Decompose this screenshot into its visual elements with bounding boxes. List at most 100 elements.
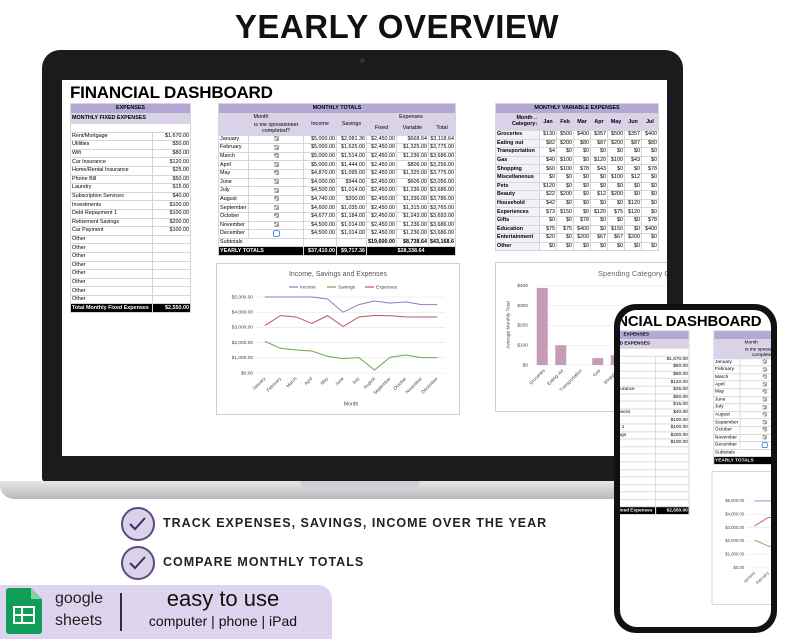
- y-tick-label: $3,000.00: [232, 325, 254, 331]
- line-chart: Income, Savings and Expenses Income Saving…: [232, 271, 445, 407]
- table-row: Retirement Savings$200.00: [620, 431, 690, 440]
- expense-name: Laundry: [620, 400, 657, 410]
- table-row: Rent/Mortgage$1,670.00: [620, 355, 690, 364]
- page-title: YEARLY OVERVIEW: [234, 8, 560, 45]
- tagline: easy to use: [166, 586, 280, 611]
- expense-name: Other: [620, 453, 657, 463]
- amount: $0: [556, 241, 574, 252]
- table-row: MONTHLY TOTALS: [713, 330, 771, 340]
- monthly-totals-table: MONTHLY TOTALSMonthIncomeSavingsExpenses…: [713, 330, 771, 465]
- table-row: Eating out $82 $200 $80 $87 $200 $87 $80: [495, 138, 660, 149]
- x-tick-label: Eating out: [546, 368, 565, 387]
- checkbox-cell: [248, 177, 304, 188]
- amount: $12: [624, 172, 642, 183]
- expense-amount: [655, 453, 690, 463]
- table-row: Subscription Services$40.00: [620, 408, 690, 417]
- amount: $400: [640, 130, 660, 140]
- expense-amount: $80.00: [655, 370, 690, 379]
- expense-name: Utilities: [620, 362, 657, 372]
- amount: $22: [539, 190, 557, 200]
- table-row: Experiences $73 $150 $0 $120 $75 $120 $0: [495, 207, 660, 217]
- amount: $1,243.00: [396, 211, 429, 222]
- table-row: Is the spreadsheet completed?FixedVariab…: [713, 346, 771, 359]
- expense-amount: [152, 234, 191, 245]
- amount: $0: [573, 198, 591, 209]
- table-row: Shopping $60 $100 $78 $43 $0 $0 $78: [495, 164, 660, 174]
- amount: $0: [640, 241, 660, 252]
- table-row: February$5,000.00$1,625.00$2,450.00$1,32…: [713, 365, 771, 375]
- amount: $200.00: [336, 194, 367, 205]
- month-name: January: [218, 134, 249, 145]
- y-tick-label: $3,000.00: [725, 525, 744, 530]
- expense-amount: $15.00: [152, 183, 191, 193]
- yearly-row: YEARLY TOTALS$37,410.00$9,717.36$28,338.…: [713, 456, 771, 465]
- table-row: Wifi$80.00: [620, 370, 690, 379]
- table-row: June$4,000.00$944.00$2,450.00$606.00$3,0…: [713, 395, 771, 405]
- amount: $4,000.00: [303, 177, 337, 188]
- amount: $3,686.00: [428, 229, 456, 239]
- category-name: Miscellaneous: [495, 172, 540, 183]
- amount: $0: [640, 198, 660, 209]
- checkbox: [762, 419, 767, 425]
- amount: $0: [590, 215, 608, 226]
- amount: $1,625.00: [336, 143, 367, 153]
- y-tick-label: $0.00: [241, 370, 253, 376]
- month-name: August: [713, 410, 741, 420]
- expense-amount: [152, 260, 191, 271]
- table-row: Other: [620, 491, 690, 500]
- category-name: Beauty: [495, 190, 540, 200]
- checkbox: [273, 170, 279, 176]
- amount: $0: [556, 198, 574, 209]
- y-tick-label: $300: [517, 303, 528, 309]
- amount: $0: [556, 215, 574, 226]
- check-icon: [121, 507, 155, 541]
- expense-name: Debt Repayment 1: [620, 423, 657, 432]
- table-row: March $5,000.00$1,514.00$2,450.00$1,236.0…: [218, 151, 456, 162]
- table-row: December$4,500.00$1,014.00$2,450.00$1,23…: [713, 441, 771, 450]
- expense-name: Utilities: [70, 140, 153, 150]
- amount: $43: [624, 155, 642, 166]
- amount: $1,325.00: [396, 168, 429, 179]
- column-header: Savings: [336, 113, 367, 136]
- expense-name: Rent/Mortgage: [620, 355, 657, 364]
- total-row: Total Monthly Fixed Expenses$2,550.00: [70, 303, 191, 314]
- checkbox-cell: [248, 211, 304, 222]
- amount: $5,000.00: [303, 151, 337, 162]
- amount: $60: [539, 164, 557, 174]
- checkbox: [762, 427, 767, 432]
- amount: $0: [640, 207, 660, 217]
- month-name: November: [713, 433, 741, 443]
- amount: $1,236.00: [396, 151, 429, 162]
- amount: $2,450.00: [366, 220, 397, 231]
- amount: $4,677.00: [303, 211, 337, 222]
- table-subheader: MONTHLY FIXED EXPENSES: [620, 339, 690, 349]
- table-row: Other: [620, 476, 690, 485]
- expense-name: Other: [70, 269, 153, 279]
- month-name: January: [713, 358, 741, 367]
- table-row: MONTHLY VARIABLE EXPENSES: [494, 103, 660, 114]
- expense-name: Other: [620, 446, 657, 455]
- amount: $0: [624, 241, 642, 252]
- expense-name: Other: [620, 461, 657, 470]
- expense-amount: [152, 269, 191, 279]
- month-header: Feb: [556, 113, 574, 131]
- month-name: July: [218, 186, 249, 196]
- category-name: Pets: [495, 181, 540, 192]
- expense-name: Wifi: [70, 148, 153, 159]
- table-row: Other: [70, 234, 191, 245]
- amount: $73: [539, 207, 557, 217]
- expense-amount: [655, 476, 690, 485]
- table-row: Other: [620, 446, 690, 455]
- table-header: EXPENSES: [70, 103, 191, 114]
- amount: $67: [590, 233, 608, 243]
- checkbox-cell: [739, 373, 771, 382]
- amount: $120: [539, 181, 557, 192]
- month-name: July: [713, 403, 741, 412]
- table-row: August $4,740.00$200.00$2,450.00$1,336.00…: [218, 194, 456, 205]
- expense-amount: [655, 491, 690, 500]
- amount: $2,450.00: [366, 168, 397, 179]
